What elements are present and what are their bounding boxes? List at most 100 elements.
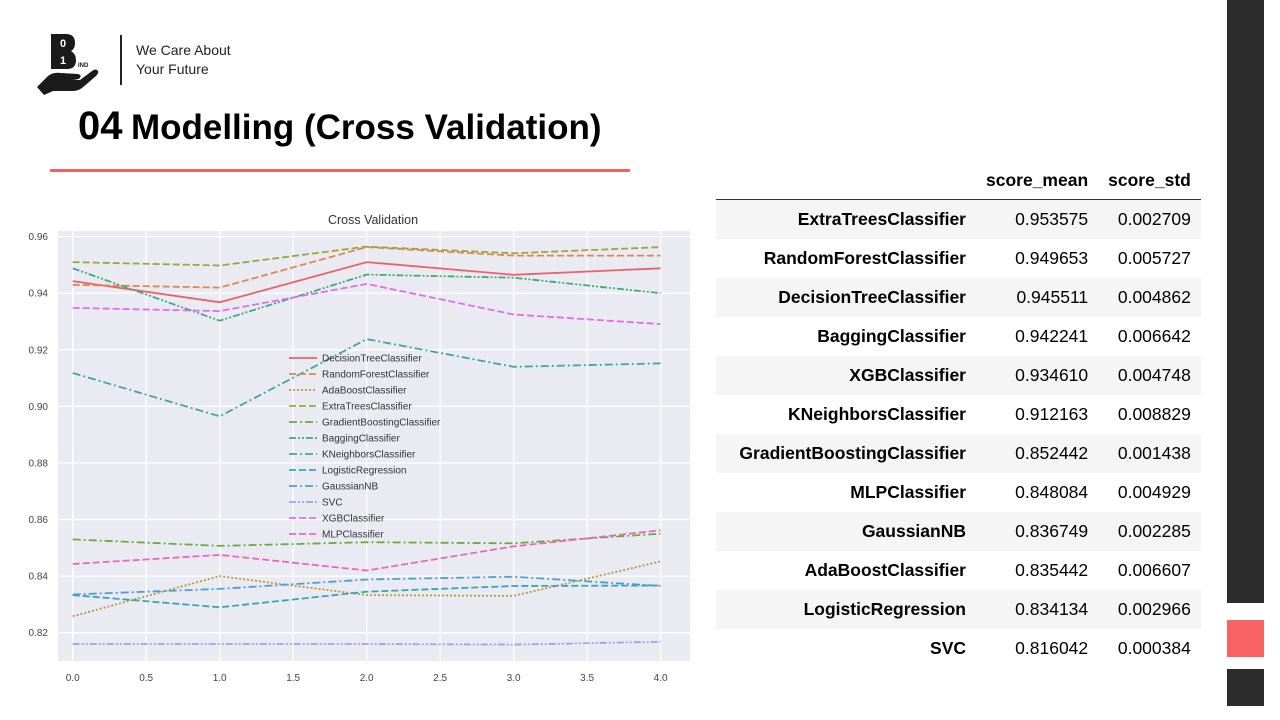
series-line-SVC (72, 640, 661, 646)
row-classifier-name: DecisionTreeClassifier (716, 278, 976, 317)
table-header-row: score_mean score_std (716, 161, 1201, 200)
series-line-BaggingClassifier (72, 267, 661, 322)
row-score-mean: 0.942241 (1015, 326, 1089, 346)
plot-area (58, 231, 690, 661)
row-classifier-name: GradientBoostingClassifier (716, 434, 976, 473)
logo-divider (120, 35, 122, 85)
y-tick-label: 0.82 (29, 628, 49, 639)
table-header-score-std: score_std (1098, 161, 1201, 200)
table-row: SVC 0.816042 0.000384 (716, 629, 1201, 668)
row-score-mean: 0.835442 (1015, 560, 1089, 580)
logo-digit-0: 0 (60, 38, 66, 50)
row-score-mean: 0.852442 (976, 434, 1099, 473)
title-underline (50, 169, 630, 172)
side-bar-dark-top (1227, 0, 1264, 603)
row-classifier-name: BaggingClassifier (817, 326, 966, 346)
logo-digit-1: 1 (60, 55, 66, 67)
series-line-RandomForestClassifier (72, 246, 661, 289)
x-tick-label: 3.5 (580, 673, 594, 684)
row-score-std: 0.004929 (1117, 482, 1191, 502)
hand-icon (37, 69, 99, 95)
y-tick-label: 0.88 (29, 458, 49, 469)
y-tick-label: 0.84 (29, 572, 49, 583)
row-score-std: 0.006642 (1117, 326, 1191, 346)
row-score-std: 0.008829 (1117, 404, 1191, 424)
row-score-mean: 0.949653 (1015, 248, 1089, 268)
x-tick-label: 2.5 (433, 673, 447, 684)
row-score-std: 0.002966 (1098, 590, 1201, 629)
table-row: GradientBoostingClassifier 0.852442 0.00… (716, 434, 1201, 473)
tagline: We Care About Your Future (136, 41, 231, 79)
series-line-AdaBoostClassifier (72, 560, 661, 618)
row-score-mean: 0.934610 (976, 356, 1099, 395)
legend-label: MLPClassifier (322, 530, 384, 541)
series-line-KNeighborsClassifier (72, 338, 661, 418)
table-header-index (716, 161, 976, 200)
legend-label: DecisionTreeClassifier (322, 354, 422, 365)
logo-suffix: IND (78, 63, 89, 69)
legend-label: KNeighborsClassifier (322, 450, 416, 461)
legend: DecisionTreeClassifier RandomForestClassi… (289, 354, 441, 541)
x-tick-label: 1.5 (286, 673, 300, 684)
legend-label: RandomForestClassifier (322, 370, 430, 381)
table-row: KNeighborsClassifier 0.912163 0.008829 (716, 395, 1201, 434)
row-score-mean: 0.953575 (976, 199, 1099, 239)
axis-ticks: 0.0 0.5 1.0 1.5 2.0 2.5 3.0 3.5 4.0 0.82 0.84 0.86 0… (29, 232, 668, 684)
row-score-std: 0.001438 (1098, 434, 1201, 473)
table-row: ExtraTreesClassifier 0.953575 0.002709 (716, 199, 1201, 239)
slide-title: 04 Modelling (Cross Validation) (78, 104, 602, 149)
series-line-GradientBoostingClassifier (72, 532, 661, 547)
row-classifier-name: LogisticRegression (716, 590, 976, 629)
y-tick-label: 0.94 (29, 289, 49, 300)
legend-label: ExtraTreesClassifier (322, 402, 412, 413)
row-classifier-name: MLPClassifier (850, 482, 966, 502)
side-square-red (1227, 620, 1264, 657)
slide-number: 04 (78, 104, 123, 148)
table-row: GaussianNB 0.836749 0.002285 (716, 512, 1201, 551)
row-score-mean: 0.834134 (976, 590, 1099, 629)
row-score-std: 0.004862 (1098, 278, 1201, 317)
row-score-std: 0.002709 (1098, 199, 1201, 239)
series-line-LogisticRegression (72, 584, 661, 609)
row-score-std: 0.002285 (1098, 512, 1201, 551)
series-lines (72, 245, 661, 646)
y-tick-label: 0.96 (29, 232, 49, 243)
series-line-ExtraTreesClassifier (72, 245, 661, 267)
chart-title: Cross Validation (328, 213, 418, 227)
side-square-dark-bottom (1227, 669, 1264, 706)
table-row: MLPClassifier 0.848084 0.004929 (716, 473, 1201, 512)
x-tick-label: 1.0 (213, 673, 227, 684)
y-tick-label: 0.90 (29, 402, 49, 413)
score-table: score_mean score_std ExtraTreesClassifie… (716, 161, 1201, 668)
row-score-mean: 0.945511 (976, 278, 1099, 317)
row-classifier-name: XGBClassifier (716, 356, 976, 395)
y-tick-label: 0.86 (29, 515, 49, 526)
row-score-std: 0.000384 (1117, 638, 1191, 658)
tagline-line-1: We Care About (136, 42, 231, 58)
table-row: AdaBoostClassifier 0.835442 0.006607 (716, 551, 1201, 590)
series-line-MLPClassifier (72, 529, 661, 572)
legend-label: AdaBoostClassifier (322, 386, 407, 397)
tagline-line-2: Your Future (136, 61, 209, 77)
x-tick-label: 0.5 (139, 673, 153, 684)
row-classifier-name: KNeighborsClassifier (788, 404, 966, 424)
series-line-XGBClassifier (72, 282, 661, 325)
row-classifier-name: ExtraTreesClassifier (716, 199, 976, 239)
x-tick-label: 2.0 (360, 673, 374, 684)
company-logo: 0 1 IND (37, 34, 99, 95)
row-score-mean: 0.848084 (1015, 482, 1089, 502)
row-classifier-name: RandomForestClassifier (763, 248, 966, 268)
table-header-score-mean: score_mean (976, 161, 1099, 200)
series-line-DecisionTreeClassifier (72, 261, 661, 304)
chart-svg: Cross Validation 0.0 0.5 1.0 1.5 2.0 2.5 3.0 3.… (29, 213, 690, 684)
table-row: LogisticRegression 0.834134 0.002966 (716, 590, 1201, 629)
slide-title-text: Modelling (Cross Validation) (130, 108, 602, 147)
legend-label: LogisticRegression (322, 466, 407, 477)
x-tick-label: 0.0 (66, 673, 80, 684)
legend-label: SVC (322, 498, 343, 509)
row-score-std: 0.004748 (1098, 356, 1201, 395)
cross-validation-chart: Cross Validation 0.0 0.5 1.0 1.5 2.0 2.5 3.0 3.… (16, 206, 698, 694)
legend-label: BaggingClassifier (322, 434, 400, 445)
table-row: DecisionTreeClassifier 0.945511 0.004862 (716, 278, 1201, 317)
legend-label: GradientBoostingClassifier (322, 418, 441, 429)
